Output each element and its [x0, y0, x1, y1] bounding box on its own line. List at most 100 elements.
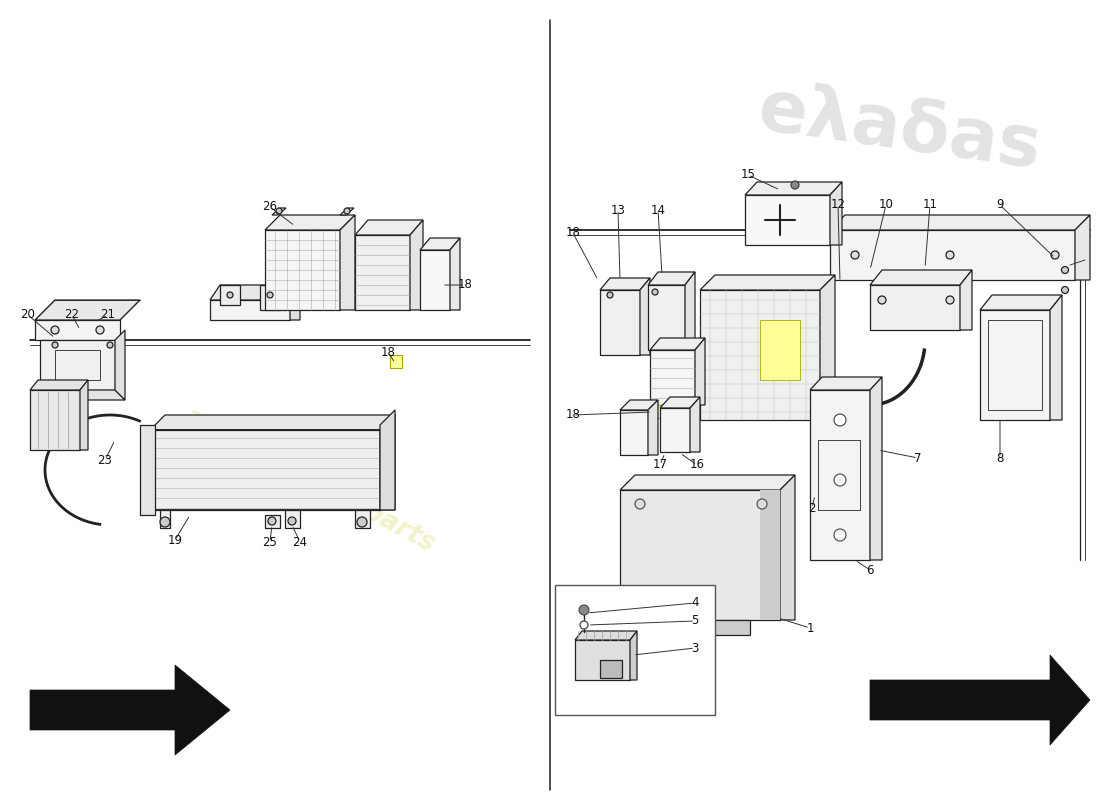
- Polygon shape: [650, 620, 750, 635]
- Circle shape: [268, 517, 276, 525]
- Text: 22: 22: [65, 309, 79, 322]
- Circle shape: [358, 517, 367, 527]
- Text: 21: 21: [100, 309, 116, 322]
- Text: 26: 26: [263, 201, 277, 214]
- Polygon shape: [285, 510, 300, 528]
- Text: 2: 2: [808, 502, 816, 514]
- Polygon shape: [648, 285, 685, 350]
- Polygon shape: [830, 182, 842, 245]
- Polygon shape: [140, 425, 155, 515]
- Polygon shape: [80, 380, 88, 450]
- Circle shape: [288, 517, 296, 525]
- Circle shape: [1050, 251, 1059, 259]
- Polygon shape: [420, 250, 450, 310]
- Polygon shape: [340, 215, 355, 310]
- Polygon shape: [355, 510, 370, 528]
- Circle shape: [791, 181, 799, 189]
- Text: 4: 4: [691, 597, 698, 610]
- Text: 25: 25: [263, 535, 277, 549]
- Circle shape: [635, 499, 645, 509]
- Polygon shape: [700, 290, 820, 420]
- Polygon shape: [160, 510, 170, 528]
- Polygon shape: [745, 182, 842, 195]
- Circle shape: [96, 326, 104, 334]
- Polygon shape: [420, 238, 460, 250]
- Polygon shape: [272, 208, 286, 215]
- Circle shape: [652, 289, 658, 295]
- Text: 18: 18: [381, 346, 395, 358]
- Text: 6: 6: [867, 563, 873, 577]
- Text: 18: 18: [458, 278, 472, 291]
- Polygon shape: [620, 490, 780, 620]
- Polygon shape: [810, 390, 870, 560]
- Polygon shape: [660, 397, 700, 408]
- Circle shape: [834, 414, 846, 426]
- Circle shape: [107, 342, 113, 348]
- Circle shape: [1062, 266, 1068, 274]
- Polygon shape: [640, 278, 650, 355]
- Circle shape: [580, 621, 588, 629]
- Polygon shape: [620, 410, 648, 455]
- Polygon shape: [870, 285, 960, 330]
- Polygon shape: [150, 415, 395, 430]
- Circle shape: [834, 529, 846, 541]
- Polygon shape: [30, 380, 88, 390]
- Polygon shape: [265, 230, 340, 310]
- Circle shape: [52, 342, 58, 348]
- Text: 12: 12: [830, 198, 846, 211]
- Polygon shape: [1075, 215, 1090, 280]
- Polygon shape: [600, 660, 621, 678]
- Polygon shape: [30, 665, 230, 755]
- Circle shape: [227, 292, 233, 298]
- Text: 23: 23: [98, 454, 112, 466]
- Polygon shape: [980, 310, 1050, 420]
- Text: 16: 16: [690, 458, 704, 471]
- Circle shape: [579, 605, 588, 615]
- Text: 1: 1: [806, 622, 814, 634]
- Text: a passion for parts: a passion for parts: [180, 403, 440, 557]
- Text: 20: 20: [21, 309, 35, 322]
- Polygon shape: [600, 278, 650, 290]
- Circle shape: [878, 296, 886, 304]
- Polygon shape: [620, 400, 658, 410]
- Polygon shape: [810, 377, 882, 390]
- Polygon shape: [40, 390, 125, 400]
- Polygon shape: [760, 320, 800, 380]
- Polygon shape: [870, 270, 972, 285]
- Text: 5: 5: [691, 614, 698, 627]
- Polygon shape: [575, 640, 630, 680]
- Polygon shape: [150, 430, 380, 510]
- Text: 13: 13: [610, 203, 626, 217]
- Circle shape: [51, 326, 59, 334]
- Text: 15: 15: [740, 169, 756, 182]
- Polygon shape: [648, 400, 658, 455]
- Text: 10: 10: [879, 198, 893, 211]
- Text: 18: 18: [565, 226, 581, 239]
- Polygon shape: [630, 631, 637, 680]
- Circle shape: [607, 292, 613, 298]
- Polygon shape: [116, 330, 125, 400]
- Polygon shape: [820, 275, 835, 420]
- Polygon shape: [760, 490, 780, 620]
- Polygon shape: [265, 515, 280, 528]
- Circle shape: [834, 474, 846, 486]
- Polygon shape: [690, 397, 700, 452]
- Circle shape: [851, 251, 859, 259]
- Polygon shape: [210, 300, 290, 320]
- Polygon shape: [35, 300, 140, 320]
- Circle shape: [1062, 286, 1068, 294]
- Circle shape: [160, 517, 170, 527]
- Polygon shape: [685, 272, 695, 350]
- Circle shape: [757, 499, 767, 509]
- Bar: [556, 585, 715, 715]
- Text: 3: 3: [691, 642, 698, 654]
- Text: 11: 11: [923, 198, 937, 211]
- Polygon shape: [260, 285, 280, 310]
- Text: eλaδas: eλaδas: [755, 76, 1046, 184]
- Polygon shape: [340, 208, 354, 215]
- Polygon shape: [648, 272, 695, 285]
- Circle shape: [267, 292, 273, 298]
- Polygon shape: [650, 338, 705, 350]
- Polygon shape: [265, 215, 355, 230]
- Text: 17: 17: [652, 458, 668, 471]
